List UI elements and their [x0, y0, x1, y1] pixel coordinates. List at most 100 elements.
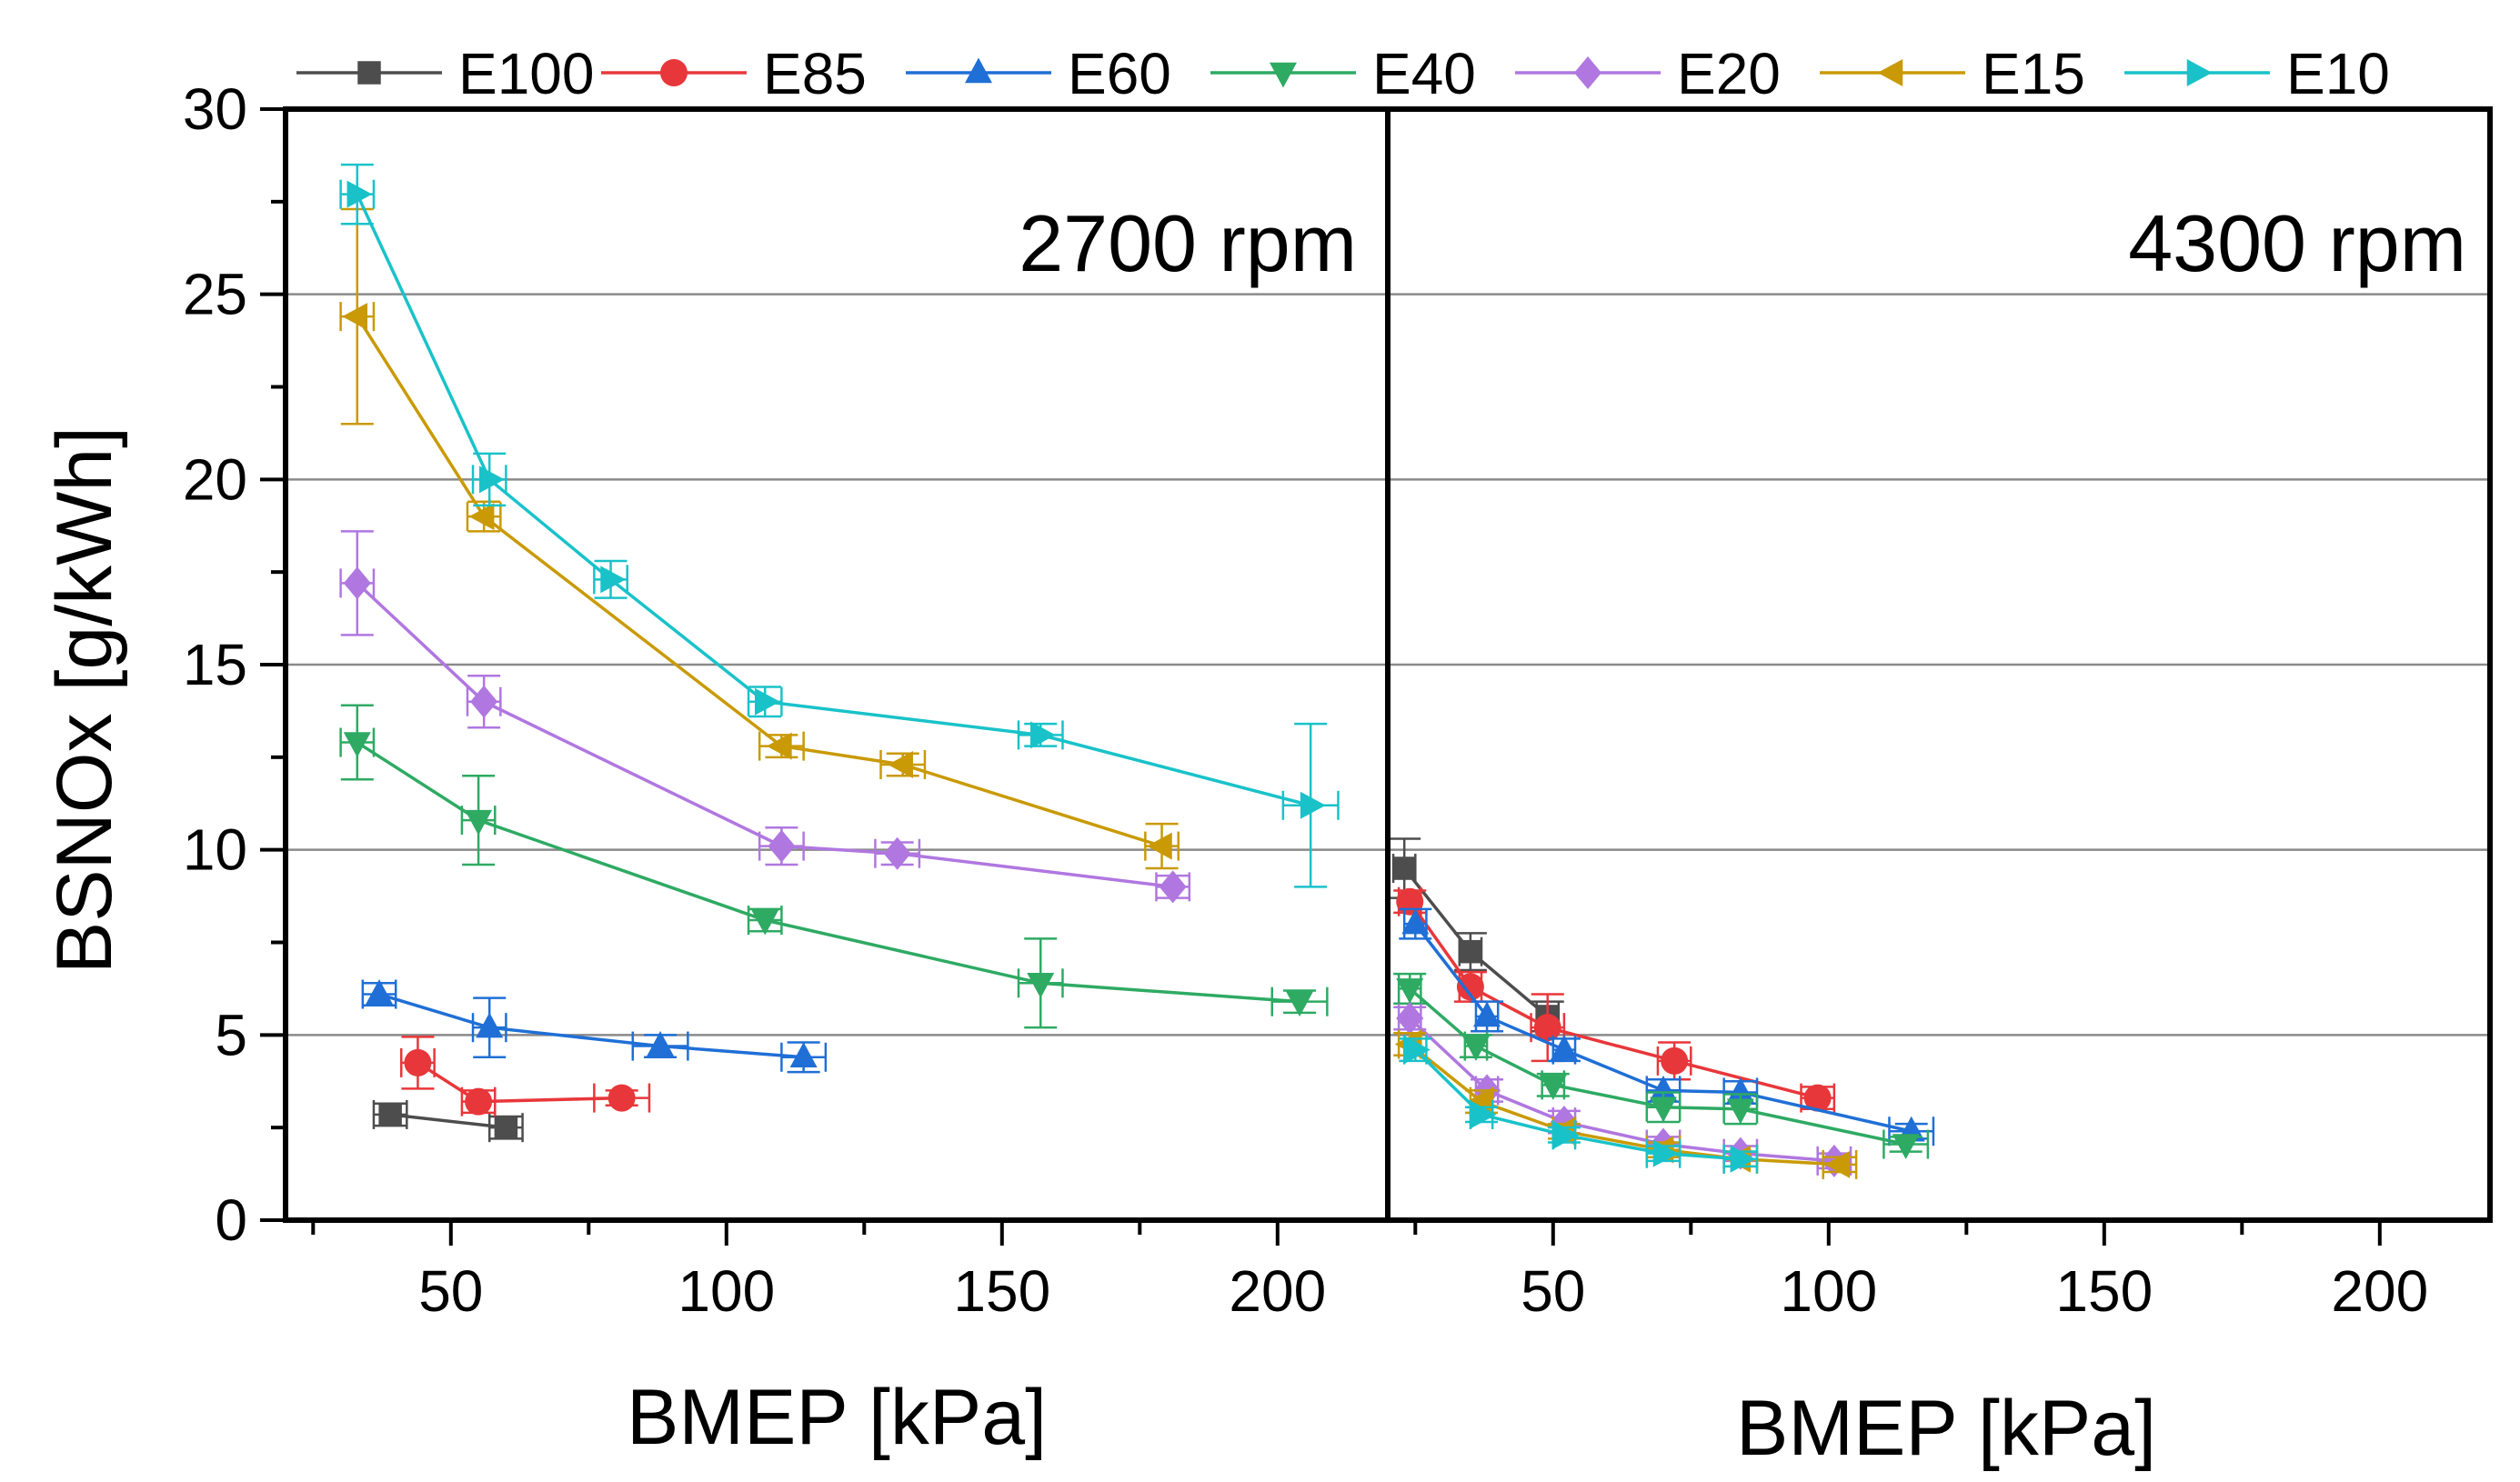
- data-point: [1473, 1001, 1501, 1027]
- data-point: [600, 566, 627, 594]
- data-point: [366, 979, 394, 1005]
- data-point: [883, 836, 911, 870]
- legend-label: E15: [1982, 41, 2085, 106]
- data-point: [768, 829, 796, 863]
- data-point: [1650, 1075, 1677, 1101]
- x-axis-label-right: BMEP [kPa]: [1736, 1385, 2156, 1472]
- x-tick-label: 100: [678, 1258, 775, 1324]
- data-point: [1730, 1145, 1756, 1173]
- axes: 0 5 10 15 20 25 30 50 100 150 200 50 100 150 200: [183, 76, 2428, 1324]
- series-line: [356, 741, 1300, 1004]
- legend-marker: [660, 59, 688, 86]
- legend-label: E60: [1068, 41, 1171, 106]
- data-point: [494, 1116, 518, 1139]
- series-e15-panel-1: [339, 207, 1180, 870]
- legend-item-e60: E60: [906, 41, 1171, 106]
- series-line: [389, 1113, 507, 1129]
- y-tick-label: 30: [183, 76, 247, 142]
- x-tick-label: 150: [953, 1258, 1050, 1324]
- data-point: [465, 1087, 493, 1116]
- data-point: [1405, 1036, 1431, 1064]
- legend-label: E85: [763, 41, 867, 106]
- data-point: [1892, 1134, 1920, 1159]
- series-e85-panel-1: [400, 1036, 651, 1117]
- legend-item-e85: E85: [601, 41, 867, 106]
- data-point: [1533, 1014, 1561, 1042]
- legend-item-e20: E20: [1515, 41, 1781, 106]
- series-e60-panel-2: [1399, 907, 1935, 1147]
- data-point: [468, 503, 495, 531]
- series-e20-panel-1: [339, 530, 1191, 904]
- x-tick-label: 50: [1521, 1258, 1585, 1324]
- data-point: [1396, 978, 1424, 1004]
- data-point: [378, 1103, 402, 1127]
- data-point: [754, 687, 780, 716]
- data-point: [1652, 1139, 1679, 1167]
- series-e10-panel-1: [339, 163, 1340, 888]
- panel-label-4300rpm: 4300 rpm: [2128, 198, 2466, 288]
- data-point: [766, 732, 792, 760]
- data-point: [1459, 939, 1482, 964]
- legend-label: E40: [1372, 41, 1476, 106]
- data-point: [1396, 887, 1424, 916]
- data-point: [1466, 1087, 1492, 1116]
- series-line: [378, 992, 804, 1059]
- data-point: [1029, 721, 1056, 749]
- data-point: [1650, 1096, 1677, 1123]
- series-e100-panel-1: [372, 1099, 524, 1143]
- data-point: [346, 180, 373, 208]
- y-tick-label: 5: [215, 1002, 247, 1067]
- y-axis-label: BSNOx [g/kWh]: [41, 426, 128, 974]
- x-tick-label: 50: [418, 1258, 483, 1324]
- data-point: [1726, 1076, 1754, 1103]
- series-e40-panel-2: [1393, 972, 1930, 1159]
- y-tick-label: 20: [183, 446, 247, 512]
- x-tick-label: 150: [2055, 1258, 2153, 1324]
- data-point: [751, 909, 779, 936]
- data-point: [1539, 1075, 1567, 1100]
- data-point: [343, 732, 371, 758]
- data-point: [1553, 1121, 1580, 1149]
- series-e10-panel-2: [1399, 1035, 1759, 1174]
- data-point: [1824, 1150, 1851, 1178]
- y-tick-label: 10: [183, 817, 247, 883]
- data-point: [1286, 991, 1314, 1017]
- series-e40-panel-1: [339, 704, 1329, 1029]
- data-point: [1461, 1036, 1490, 1062]
- data-point: [789, 1042, 818, 1068]
- legend-label: E100: [458, 41, 594, 106]
- data-point: [404, 1048, 432, 1076]
- series-layer: [339, 163, 1935, 1179]
- legend-marker: [1877, 59, 1903, 86]
- x-tick-label: 100: [1780, 1258, 1877, 1324]
- data-point: [343, 566, 371, 600]
- x-tick-label: 200: [1229, 1258, 1326, 1324]
- legend: E100 E85 E60 E40 E20 E15 E10: [296, 41, 2390, 106]
- series-e60-panel-1: [361, 979, 828, 1074]
- legend-item-e10: E10: [2124, 41, 2390, 106]
- series-line: [417, 1061, 622, 1104]
- legend-label: E10: [2286, 41, 2390, 106]
- data-point: [478, 466, 505, 494]
- legend-item-e40: E40: [1210, 41, 1476, 106]
- legend-item-e100: E100: [296, 41, 594, 106]
- data-point: [476, 1012, 504, 1038]
- legend-marker: [965, 57, 992, 84]
- legend-marker: [1270, 62, 1297, 88]
- series-line: [356, 193, 1311, 807]
- data-point: [342, 303, 368, 331]
- series-e85-panel-2: [1393, 886, 1836, 1113]
- data-point: [1396, 1002, 1424, 1036]
- y-tick-label: 0: [215, 1187, 247, 1253]
- legend-marker: [2186, 59, 2213, 86]
- series-line: [356, 315, 1163, 848]
- data-point: [1147, 832, 1172, 860]
- data-point: [1550, 1035, 1578, 1060]
- legend-marker: [1574, 56, 1601, 89]
- data-point: [1392, 856, 1416, 880]
- legend-marker: [357, 61, 381, 85]
- y-tick-label: 15: [183, 632, 247, 697]
- data-point: [888, 750, 913, 778]
- error-bar: [471, 452, 507, 507]
